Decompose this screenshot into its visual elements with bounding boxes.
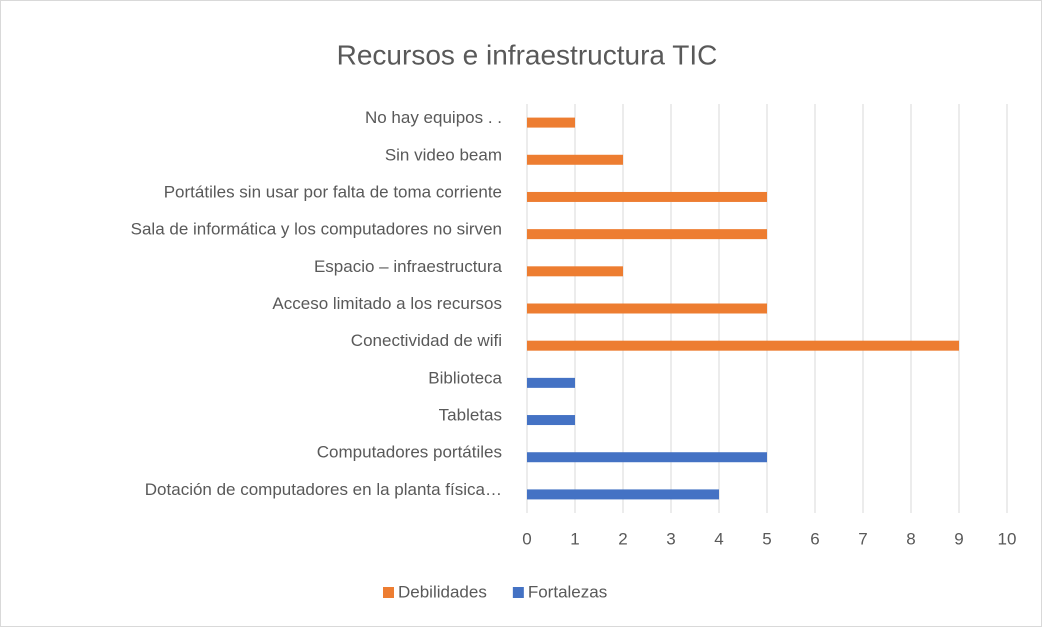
x-tick-label: 6: [810, 529, 819, 548]
y-tick-label: Tabletas: [439, 406, 502, 425]
bar: [527, 489, 719, 500]
y-tick-label: Dotación de computadores en la planta fí…: [145, 480, 502, 499]
bar: [527, 229, 767, 240]
y-tick-label: Acceso limitado a los recursos: [272, 294, 502, 313]
y-tick-label: Conectividad de wifi: [351, 331, 502, 350]
bar: [527, 340, 959, 351]
x-tick-label: 2: [618, 529, 627, 548]
y-tick-label: Biblioteca: [428, 368, 502, 387]
y-tick-label: Portátiles sin usar por falta de toma co…: [164, 182, 502, 201]
x-tick-label: 3: [666, 529, 675, 548]
y-tick-label: Computadores portátiles: [317, 443, 502, 462]
bar: [527, 117, 575, 128]
x-tick-label: 4: [714, 529, 723, 548]
bar: [527, 266, 623, 277]
y-tick-label: Sala de informática y los computadores n…: [131, 220, 502, 239]
y-tick-label: Sin video beam: [385, 145, 502, 164]
bar: [527, 452, 767, 463]
y-tick-label: Espacio – infraestructura: [314, 257, 503, 276]
legend-swatch: [512, 587, 524, 598]
legend-swatch: [383, 587, 394, 598]
legend-label: Debilidades: [398, 582, 487, 601]
bar: [527, 303, 767, 314]
x-tick-label: 1: [570, 529, 579, 548]
bar: [527, 377, 575, 388]
x-tick-label: 9: [954, 529, 963, 548]
y-tick-label: No hay equipos . .: [365, 108, 502, 127]
chart-title: Recursos e infraestructura TIC: [337, 39, 718, 70]
bar: [527, 415, 575, 426]
legend-label: Fortalezas: [528, 582, 607, 601]
x-tick-label: 10: [998, 529, 1017, 548]
x-tick-label: 7: [858, 529, 867, 548]
x-tick-label: 8: [906, 529, 915, 548]
x-tick-label: 0: [522, 529, 531, 548]
x-tick-label: 5: [762, 529, 771, 548]
bar: [527, 154, 623, 165]
bar: [527, 191, 767, 202]
